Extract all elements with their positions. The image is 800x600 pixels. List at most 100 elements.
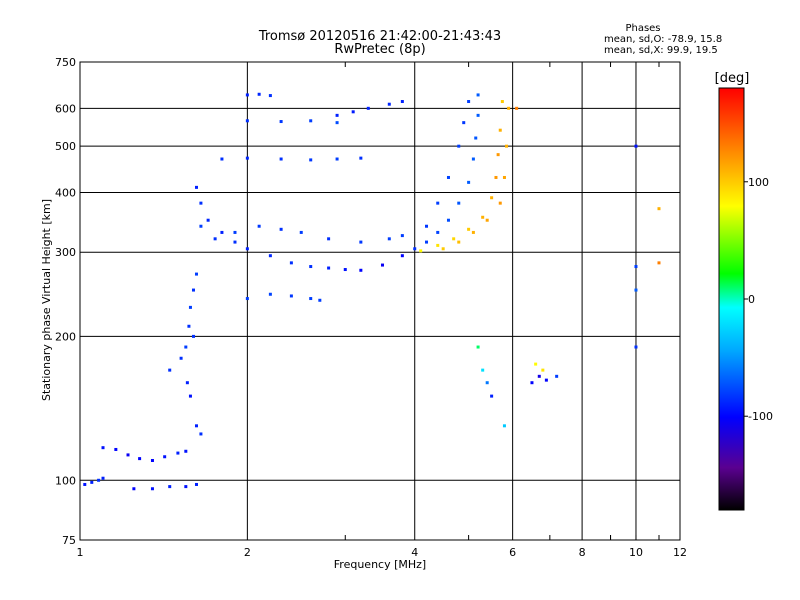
echo-point: [366, 106, 370, 110]
echo-point: [634, 144, 638, 148]
echo-point: [318, 298, 322, 302]
echo-point: [335, 113, 339, 117]
echo-point: [150, 458, 154, 462]
echo-point: [498, 201, 502, 205]
y-tick-label: 750: [55, 56, 76, 69]
echo-point: [309, 265, 313, 269]
colorbar-ticks: 100 0 -100: [744, 176, 773, 423]
echo-point: [206, 218, 210, 222]
echo-point: [413, 247, 417, 251]
echo-point: [168, 368, 172, 372]
y-tick-label: 400: [55, 186, 76, 199]
echo-point: [150, 487, 154, 491]
echo-point: [199, 201, 203, 205]
echo-point: [132, 487, 136, 491]
echo-point: [457, 144, 461, 148]
echo-point: [268, 292, 272, 296]
y-axis-label: Stationary phase Virtual Height [km]: [40, 199, 53, 401]
echo-point: [481, 368, 485, 372]
echo-point: [476, 93, 480, 97]
y-tick-label: 75: [62, 534, 76, 547]
echo-point: [496, 153, 500, 157]
echo-point: [452, 237, 456, 241]
echo-point: [498, 128, 502, 132]
x-tick-label: 2: [244, 546, 251, 559]
grid-layer: [80, 62, 680, 540]
echo-point: [138, 457, 142, 461]
echo-point: [467, 227, 471, 231]
echo-point: [126, 453, 130, 457]
echo-point: [289, 261, 293, 265]
echo-point: [114, 447, 118, 451]
x-axis-label: Frequency [MHz]: [334, 558, 426, 571]
echo-point: [101, 446, 105, 450]
echo-point: [184, 345, 188, 349]
echo-point: [245, 247, 249, 251]
echo-point: [309, 297, 313, 301]
echo-point: [490, 196, 494, 200]
echo-point: [476, 345, 480, 349]
echo-point: [485, 218, 489, 222]
echo-point: [199, 432, 203, 436]
phases-title: Phases: [625, 23, 660, 34]
echo-point: [515, 106, 519, 110]
colorbar: [718, 87, 745, 511]
y-tick-label: 300: [55, 246, 76, 259]
echo-point: [467, 100, 471, 104]
echo-point: [279, 227, 283, 231]
x-tick-label: 8: [579, 546, 586, 559]
echo-point: [309, 158, 313, 162]
echo-point: [327, 237, 331, 241]
echo-point: [657, 261, 661, 265]
echo-point: [233, 240, 237, 244]
echo-point: [400, 234, 404, 238]
colorbar-label: [deg]: [715, 71, 750, 86]
echo-point: [441, 247, 445, 251]
echo-point: [257, 224, 261, 228]
echo-point: [436, 201, 440, 205]
echo-point: [213, 237, 217, 241]
echo-point: [101, 476, 105, 480]
echo-point: [90, 480, 94, 484]
x-tick-label: 10: [629, 546, 643, 559]
echo-point: [476, 113, 480, 117]
echo-point: [327, 266, 331, 270]
echo-point: [387, 102, 391, 106]
echo-point: [194, 185, 198, 189]
echo-point: [191, 288, 195, 292]
phases-line-o: mean, sd,O: -78.9, 15.8: [604, 34, 722, 45]
echo-point: [380, 263, 384, 267]
echo-point: [176, 451, 180, 455]
echo-point: [194, 482, 198, 486]
echo-point: [457, 240, 461, 244]
echo-point: [343, 268, 347, 272]
echo-point: [359, 240, 363, 244]
echo-point: [245, 156, 249, 160]
x-tick-label: 4: [411, 546, 418, 559]
echo-point: [490, 394, 494, 398]
echo-point: [446, 175, 450, 179]
echo-point: [502, 175, 506, 179]
echo-point: [289, 294, 293, 298]
echo-point: [471, 230, 475, 234]
colorbar-tick-label: 0: [748, 293, 755, 306]
echo-point: [245, 93, 249, 97]
chart-title: Tromsø 20120516 21:42:00-21:43:43: [258, 29, 501, 44]
echo-point: [335, 121, 339, 125]
echo-point: [425, 240, 429, 244]
echo-point: [471, 157, 475, 161]
echo-point: [184, 485, 188, 489]
echo-point: [534, 362, 538, 366]
phases-line-x: mean, sd,X: 99.9, 19.5: [604, 45, 718, 56]
x-tick-label: 6: [509, 546, 516, 559]
echo-point: [359, 268, 363, 272]
echo-point: [279, 120, 283, 124]
echo-point: [537, 374, 541, 378]
chart-subtitle: RwPretec (8p): [334, 42, 425, 57]
echo-point: [425, 224, 429, 228]
echo-point: [179, 356, 183, 360]
x-tick-label: 1: [77, 546, 84, 559]
y-tick-label: 500: [55, 140, 76, 153]
echo-point: [184, 449, 188, 453]
